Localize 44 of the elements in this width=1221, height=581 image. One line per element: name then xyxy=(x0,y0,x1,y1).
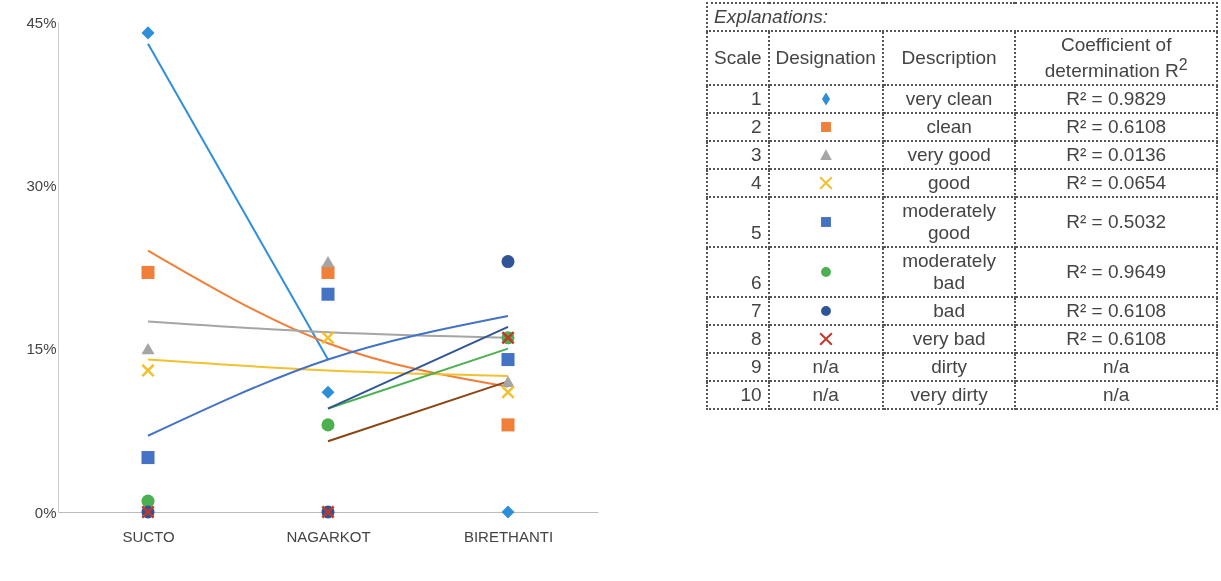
text: n/a xyxy=(1015,353,1217,382)
text: 6 xyxy=(707,247,769,298)
text: very good xyxy=(882,141,1016,170)
text: good xyxy=(882,169,1016,198)
text: 1 xyxy=(707,85,769,114)
text: R² = 0.9829 xyxy=(1015,85,1217,114)
text: very clean xyxy=(882,85,1016,114)
text: 10 xyxy=(707,381,769,410)
text: bad xyxy=(882,297,1016,326)
text: n/a xyxy=(1015,381,1217,410)
text: moderately bad xyxy=(882,247,1016,298)
text: very dirty xyxy=(882,381,1016,410)
y-tick-label: 15% xyxy=(26,340,57,358)
y-tick-label: 30% xyxy=(26,176,57,194)
text: n/a xyxy=(768,353,883,382)
text: Explanations: xyxy=(707,3,1217,31)
text: R² = 0.0654 xyxy=(1015,169,1217,198)
y-tick-label: 0% xyxy=(34,503,57,521)
text: 4 xyxy=(707,169,769,198)
text: Coefficient of determination R$^{2}$ xyxy=(1015,31,1217,86)
text: Designation xyxy=(768,31,883,86)
y-tick-label: 45% xyxy=(26,13,57,31)
x-tick-label: SUCTO xyxy=(122,527,175,545)
text: 2 xyxy=(707,113,769,142)
text: Scale xyxy=(707,31,769,86)
text: R² = 0.6108 xyxy=(1015,325,1217,354)
text: R² = 0.9649 xyxy=(1015,247,1217,298)
text: R² = 0.5032 xyxy=(1015,197,1217,248)
text: very bad xyxy=(882,325,1016,354)
text: 9 xyxy=(707,353,769,382)
text: 8 xyxy=(707,325,769,354)
text: moderately good xyxy=(882,197,1016,248)
text: 5 xyxy=(707,197,769,248)
text: 3 xyxy=(707,141,769,170)
x-tick-label: BIRETHANTI xyxy=(463,527,554,545)
text: R² = 0.0136 xyxy=(1015,141,1217,170)
text: R² = 0.6108 xyxy=(1015,113,1217,142)
x-tick-label: NAGARKOT xyxy=(286,527,371,545)
text: Description xyxy=(882,31,1016,86)
text: clean xyxy=(882,113,1016,142)
text: dirty xyxy=(882,353,1016,382)
text: R² = 0.6108 xyxy=(1015,297,1217,326)
text: n/a xyxy=(768,381,883,410)
text: 7 xyxy=(707,297,769,326)
